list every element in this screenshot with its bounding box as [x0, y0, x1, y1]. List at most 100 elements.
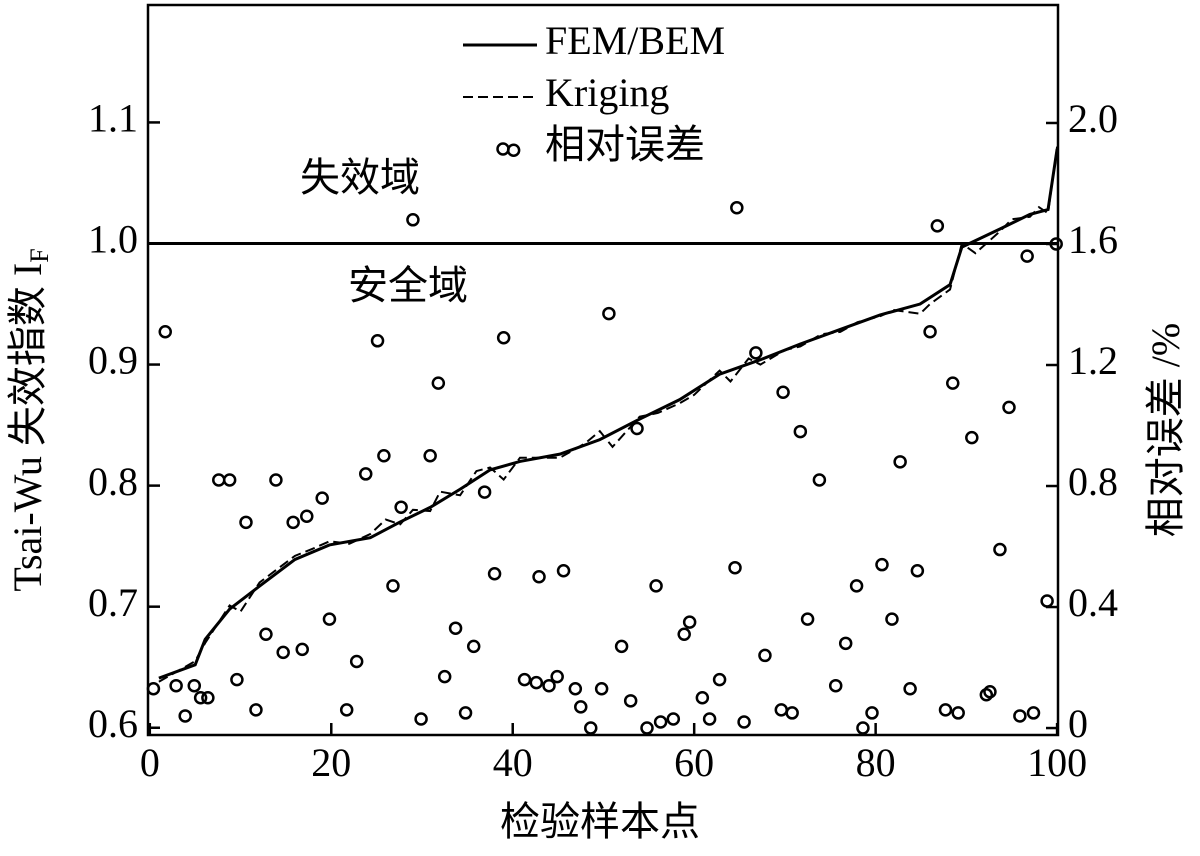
scatter-point	[903, 681, 917, 696]
scatter-point	[349, 654, 364, 669]
y2-tick-label: 1.2	[1068, 338, 1118, 383]
scatter-point	[1040, 594, 1054, 608]
y-axis-label-subscript: F	[25, 248, 54, 262]
scatter-point	[358, 467, 373, 481]
scatter-point	[828, 678, 843, 693]
scatter-point	[295, 642, 309, 657]
scatter-point	[193, 691, 208, 705]
scatter-point	[993, 542, 1007, 557]
scatter-point	[666, 712, 681, 726]
scatter-point	[276, 645, 290, 660]
scatter-point	[458, 706, 473, 720]
y2-tick-label: 0.4	[1068, 580, 1118, 625]
scatter-point	[315, 491, 329, 505]
scatter-point	[556, 563, 571, 578]
y-tick-label: 1.0	[88, 217, 138, 262]
scatter-point	[286, 515, 300, 530]
scatter-point	[386, 579, 400, 593]
scatter-point	[169, 678, 183, 693]
scatter-point	[517, 672, 532, 687]
scatter-point	[584, 721, 598, 735]
scatter-point	[529, 675, 544, 690]
scatter-point	[983, 684, 997, 699]
scatter-point	[649, 579, 663, 593]
scatter-point	[437, 669, 452, 684]
scatter-point	[640, 721, 654, 735]
scatter-point	[938, 703, 953, 717]
scatter-point	[865, 706, 879, 720]
scatter-point	[506, 143, 521, 157]
scatter-point	[532, 570, 546, 584]
y-tick-label: 1.1	[88, 96, 138, 141]
scatter-point	[785, 706, 799, 720]
scatter-point	[158, 324, 172, 339]
scatter-point	[594, 681, 609, 696]
scatter-point	[222, 473, 237, 487]
y2-tick-label: 0	[1068, 701, 1088, 746]
scatter-point	[885, 612, 899, 626]
scatter-point	[187, 678, 202, 693]
legend-label: Kriging	[545, 70, 669, 115]
scatter-point	[849, 579, 864, 593]
scatter-point	[239, 515, 253, 530]
scatter-point	[930, 219, 945, 233]
scatter-point	[730, 200, 744, 215]
scatter-point	[431, 376, 446, 390]
legend-label: 相对误差	[545, 122, 705, 167]
scatter-point	[951, 706, 965, 720]
scatter-point	[923, 324, 937, 339]
scatter-point	[414, 712, 428, 726]
y2-axis-label: 相对误差 /%	[1143, 323, 1188, 537]
scatter-point	[800, 612, 815, 626]
scatter-point	[695, 691, 710, 705]
scatter-point	[630, 421, 644, 436]
scatter-point	[856, 721, 870, 735]
scatter-point	[812, 473, 827, 487]
x-axis-label: 检验样本点	[500, 799, 700, 844]
scatter-point	[712, 672, 727, 687]
scatter-point	[653, 715, 668, 729]
scatter-point	[602, 306, 616, 321]
y2-tick-label: 2.0	[1068, 96, 1118, 141]
annotation: 安全域	[348, 263, 468, 308]
scatter-point	[339, 703, 354, 717]
line-series	[158, 146, 1059, 683]
line-series	[158, 148, 1059, 680]
x-tick-label: 60	[674, 740, 714, 785]
scatter-point	[838, 636, 853, 651]
scatter-point	[875, 557, 889, 572]
y2-tick-label: 0.8	[1068, 459, 1118, 504]
scatter-point	[614, 639, 629, 654]
y-tick-label: 0.7	[88, 580, 138, 625]
scatter-point	[910, 563, 925, 578]
scatter-point	[423, 449, 437, 463]
scatter-point	[269, 473, 283, 487]
scatter-point	[377, 449, 391, 463]
scatter-point	[322, 612, 337, 626]
scatter-point	[893, 455, 907, 469]
y-tick-label: 0.9	[88, 338, 138, 383]
scatter-point	[487, 567, 502, 581]
scatter-point	[728, 560, 742, 575]
legend-label: FEM/BEM	[545, 18, 725, 63]
scatter-point	[774, 703, 789, 717]
x-tick-label: 40	[493, 740, 533, 785]
scatter-point	[1049, 237, 1063, 251]
scatter-point	[448, 621, 463, 635]
scatter-point	[702, 712, 717, 726]
scatter-point	[259, 627, 273, 642]
scatter-point	[1026, 706, 1041, 720]
scatter-point	[776, 385, 790, 399]
scatter-point	[1020, 249, 1034, 263]
scatter-point	[946, 376, 960, 390]
scatter-point	[1013, 709, 1027, 723]
scatter-point	[1002, 400, 1016, 415]
x-tick-label: 0	[140, 740, 160, 785]
scatter-point	[749, 346, 763, 360]
y-tick-label: 0.8	[88, 459, 138, 504]
scatter-point	[394, 500, 408, 514]
scatter-point	[550, 669, 564, 684]
scatter-point	[574, 700, 588, 714]
scatter-point	[737, 715, 751, 729]
